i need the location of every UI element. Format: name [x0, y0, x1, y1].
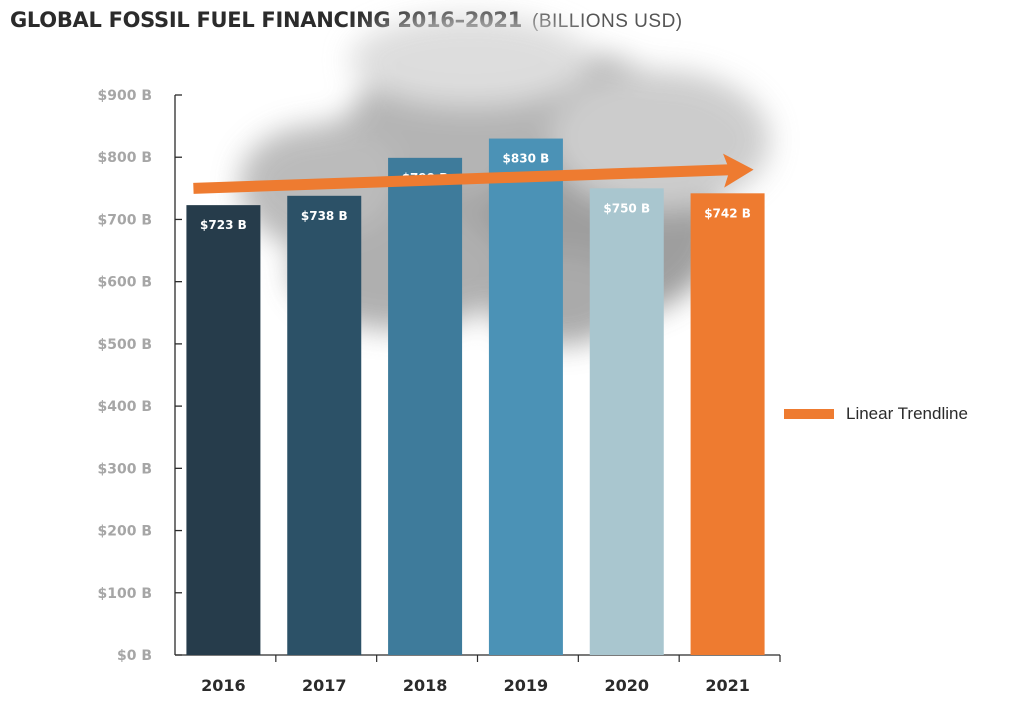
bar-2019: [488, 138, 563, 656]
x-tick-label-2021: 2021: [705, 676, 750, 695]
data-label-2019: $830 B: [503, 152, 550, 166]
y-tick-label: $200 B: [97, 524, 152, 540]
legend-label-trendline: Linear Trendline: [846, 404, 968, 423]
data-label-2021: $742 B: [704, 206, 751, 220]
bar-2017: [287, 195, 362, 656]
y-tick-label: $100 B: [97, 586, 152, 602]
bar-2021: [690, 193, 765, 656]
x-tick-label-2017: 2017: [302, 676, 347, 695]
data-label-2020: $750 B: [603, 201, 650, 215]
trendline: [193, 164, 734, 194]
y-tick-label: $600 B: [97, 275, 152, 291]
y-tick-label: $300 B: [97, 461, 152, 477]
bar-2016: [186, 205, 261, 655]
chart-subtitle: (BILLIONS USD): [532, 11, 683, 32]
y-tick-label: $900 B: [97, 88, 152, 104]
trendline-arrowhead: [723, 153, 754, 188]
x-tick-label-2019: 2019: [504, 676, 549, 695]
x-tick-label-2018: 2018: [403, 676, 448, 695]
data-label-2017: $738 B: [301, 209, 348, 223]
data-label-2016: $723 B: [200, 218, 247, 232]
legend-swatch-trendline: [784, 409, 834, 419]
x-tick-label-2020: 2020: [604, 676, 649, 695]
legend: Linear Trendline: [784, 404, 968, 424]
bar-2020: [589, 188, 664, 656]
x-tick-label-2016: 2016: [201, 676, 246, 695]
y-tick-label: $0 B: [117, 648, 152, 664]
bar-2018: [388, 157, 463, 655]
y-tick-label: $700 B: [97, 212, 152, 228]
y-tick-label: $800 B: [97, 150, 152, 166]
y-tick-label: $500 B: [97, 337, 152, 353]
y-tick-label: $400 B: [97, 399, 152, 415]
